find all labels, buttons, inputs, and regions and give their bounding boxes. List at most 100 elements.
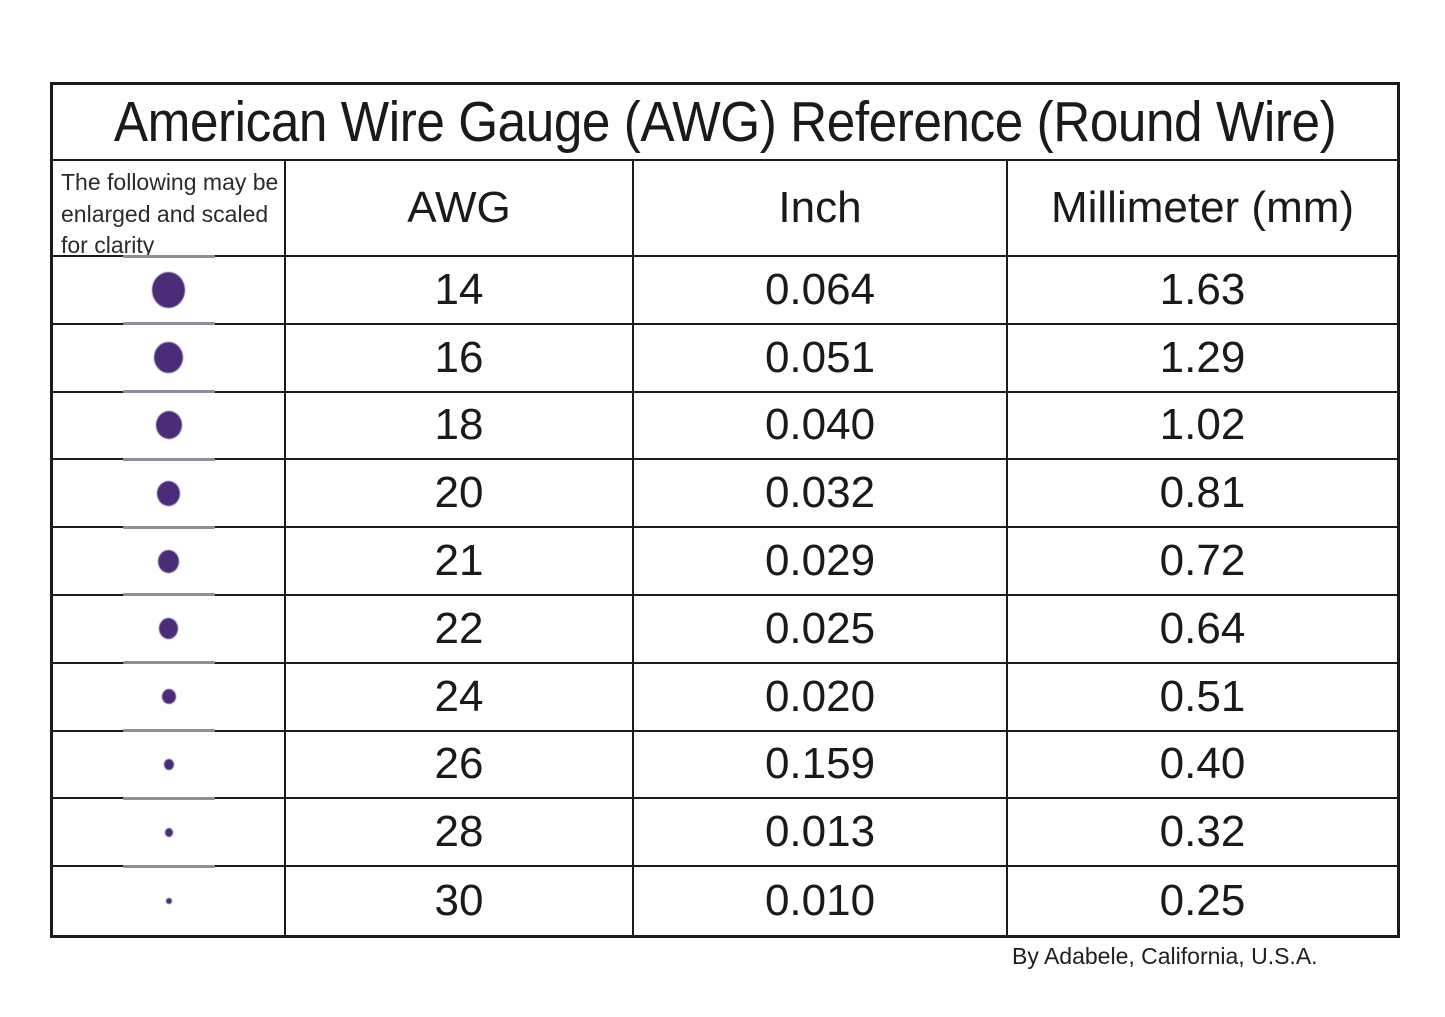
mm-value-cell: 0.72 (1008, 528, 1397, 596)
awg-value: 26 (434, 739, 484, 789)
awg-value-cell: 14 (286, 257, 634, 325)
mm-value: 0.81 (1159, 468, 1246, 518)
mm-value-cell: 0.64 (1008, 596, 1397, 664)
column-header-inch: Inch (634, 161, 1008, 257)
mm-value: 1.02 (1159, 400, 1246, 450)
awg-value-cell: 24 (286, 663, 634, 732)
inch-value: 0.051 (764, 332, 876, 382)
awg-value-cell: 28 (286, 799, 634, 868)
table-row-dot-cell (53, 799, 286, 868)
dot-underline-mark (122, 796, 215, 800)
inch-value: 0.029 (764, 536, 876, 586)
wire-size-dot (152, 271, 185, 308)
awg-value-cell: 30 (286, 867, 634, 935)
dot-underline-mark (122, 593, 215, 597)
wire-size-dot (165, 898, 172, 905)
awg-value: 28 (434, 807, 484, 857)
page-title: American Wire Gauge (AWG) Reference (Rou… (113, 90, 1337, 154)
wire-size-dot (157, 480, 180, 506)
awg-value: 16 (434, 332, 484, 382)
mm-value-cell: 1.02 (1008, 393, 1397, 461)
mm-value: 0.25 (1159, 876, 1246, 926)
inch-value-cell: 0.051 (634, 324, 1008, 393)
wire-size-dot (154, 342, 183, 374)
inch-value-cell: 0.029 (634, 528, 1008, 596)
mm-value-cell: 0.81 (1008, 460, 1397, 529)
dot-underline-mark (122, 661, 215, 665)
awg-value: 21 (434, 536, 484, 586)
inch-value-cell: 0.064 (634, 257, 1008, 325)
awg-value-cell: 26 (286, 731, 634, 800)
attribution-text: By Adabele, California, U.S.A. (1012, 943, 1318, 969)
mm-value-cell: 0.25 (1008, 867, 1397, 935)
table-row-dot-cell (53, 324, 286, 394)
inch-value: 0.010 (764, 876, 876, 926)
inch-value-cell: 0.025 (634, 595, 1008, 664)
column-header-inch-label: Inch (778, 183, 862, 232)
awg-reference-table: American Wire Gauge (AWG) Reference (Rou… (50, 82, 1400, 938)
note-cell: The following may be enlarged and scaled… (53, 161, 286, 258)
mm-value: 0.32 (1159, 807, 1246, 857)
awg-value-cell: 16 (286, 324, 634, 393)
table-row-dot-cell (53, 392, 286, 461)
wire-size-dot (164, 827, 173, 837)
inch-value-cell: 0.010 (634, 867, 1008, 935)
table-row-dot-cell (53, 663, 286, 733)
inch-value: 0.013 (764, 807, 876, 857)
awg-value: 20 (434, 468, 484, 518)
mm-value: 1.63 (1159, 264, 1246, 314)
awg-value: 22 (434, 603, 484, 653)
wire-size-dot (158, 549, 179, 573)
awg-value-cell: 21 (286, 528, 634, 596)
note-underline-mark (122, 254, 215, 258)
awg-value-cell: 22 (286, 595, 634, 664)
dot-underline-mark (122, 457, 215, 461)
table-title-row: American Wire Gauge (AWG) Reference (Rou… (53, 85, 1397, 161)
wire-size-dot (159, 618, 178, 640)
mm-value: 0.72 (1159, 536, 1246, 586)
column-header-mm-label: Millimeter (mm) (1050, 183, 1355, 232)
inch-value: 0.025 (764, 603, 876, 653)
table-row-dot-cell (53, 528, 286, 597)
wire-size-dot (163, 758, 174, 770)
mm-value-cell: 0.32 (1008, 799, 1397, 868)
mm-value-cell: 1.29 (1008, 325, 1397, 393)
inch-value-cell: 0.020 (634, 663, 1008, 732)
wire-size-dot (161, 689, 176, 705)
dot-underline-mark (122, 390, 215, 394)
mm-value-cell: 0.51 (1008, 664, 1397, 732)
awg-value-cell: 20 (286, 460, 634, 529)
inch-value-cell: 0.032 (634, 460, 1008, 529)
dot-underline-mark (122, 729, 215, 733)
mm-value-cell: 0.40 (1008, 732, 1397, 800)
awg-value: 30 (434, 876, 484, 926)
inch-value: 0.159 (764, 739, 876, 789)
inch-value: 0.064 (764, 264, 876, 314)
wire-size-dot (155, 411, 182, 440)
inch-value: 0.020 (764, 671, 876, 721)
table-row-dot-cell (53, 460, 286, 529)
inch-value-cell: 0.159 (634, 731, 1008, 800)
column-header-awg-label: AWG (407, 183, 511, 232)
dot-underline-mark (122, 525, 215, 529)
mm-value: 0.64 (1159, 603, 1246, 653)
inch-value-cell: 0.040 (634, 392, 1008, 461)
dot-underline-mark (122, 322, 215, 326)
inch-value: 0.040 (764, 400, 876, 450)
table-row-dot-cell (53, 595, 286, 665)
awg-value: 24 (434, 671, 484, 721)
table-row-dot-cell (53, 867, 286, 935)
column-header-awg: AWG (286, 161, 634, 257)
awg-value-cell: 18 (286, 392, 634, 461)
mm-value-cell: 1.63 (1008, 257, 1397, 325)
inch-value: 0.032 (764, 468, 876, 518)
inch-value-cell: 0.013 (634, 799, 1008, 868)
mm-value: 0.51 (1159, 671, 1246, 721)
awg-value: 18 (434, 400, 484, 450)
awg-value: 14 (434, 264, 484, 314)
mm-value: 1.29 (1159, 332, 1246, 382)
mm-value: 0.40 (1159, 739, 1246, 789)
note-text: The following may be enlarged and scaled… (61, 169, 279, 259)
dot-underline-mark (122, 864, 215, 868)
